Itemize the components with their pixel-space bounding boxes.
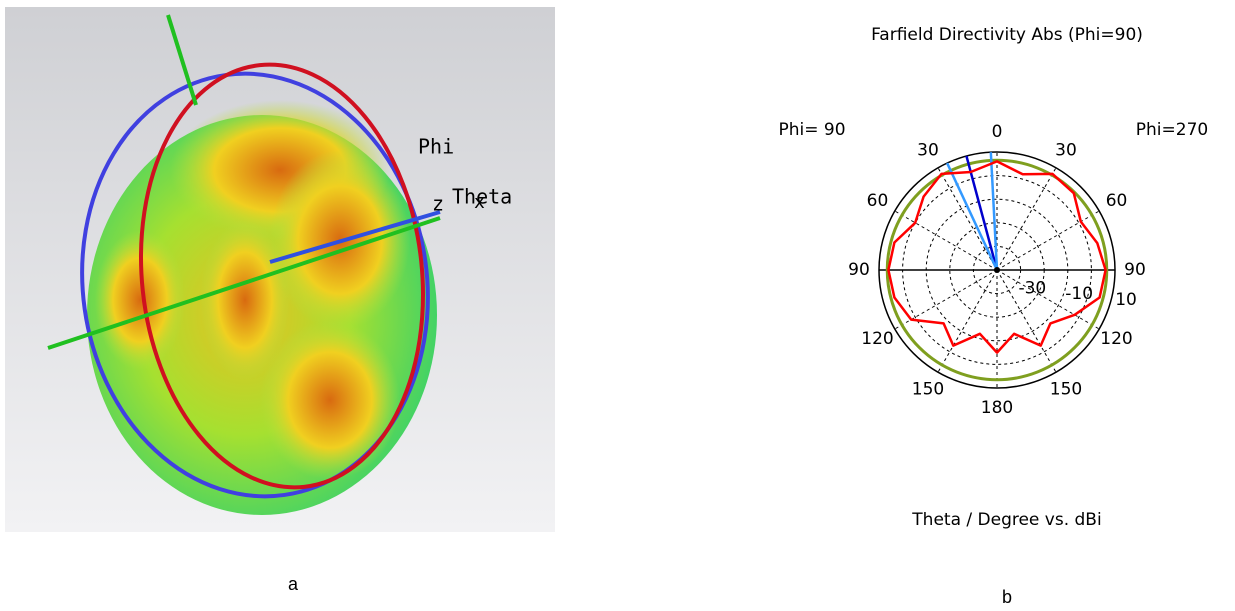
panel-a: Phi Theta z x a	[5, 7, 555, 594]
axis-line	[47, 216, 441, 350]
angle-tick-label: 30	[917, 140, 939, 160]
angle-tick-label: 30	[1055, 140, 1077, 160]
r-tick-label: -30	[1018, 278, 1046, 298]
angle-tick-label: 150	[1050, 380, 1082, 400]
pattern-curve	[887, 160, 1107, 354]
caption: b	[1002, 587, 1012, 607]
r-tick-label: 10	[1115, 290, 1137, 310]
angle-tick-label: 60	[867, 191, 889, 211]
angle-tick-label: 180	[981, 398, 1013, 418]
angle-tick-label: 90	[1124, 260, 1146, 280]
axis-label: z	[432, 192, 444, 216]
angle-grid	[894, 210, 998, 271]
angle-tick-label: 120	[861, 329, 893, 349]
angle-grid	[937, 167, 998, 271]
angle-tick-label: 60	[1106, 191, 1128, 211]
axis-line	[166, 14, 198, 106]
beam-line	[945, 162, 999, 271]
angle-tick-label: 120	[1100, 329, 1132, 349]
panel-b: Farfield Directivity Abs (Phi=90) Phi= 9…	[778, 25, 1208, 607]
angle-tick-label: 90	[848, 260, 870, 280]
r-tick-label: -10	[1065, 284, 1093, 304]
axis-line	[269, 210, 441, 264]
angle-grid	[996, 269, 1100, 330]
axis-label: Phi	[418, 135, 454, 159]
pattern-lobe	[260, 320, 400, 480]
pattern-lobe	[200, 220, 290, 380]
axis-label: Theta	[452, 185, 512, 209]
angle-grid	[937, 269, 998, 373]
beam-line	[989, 152, 999, 271]
side-label: Phi= 90	[778, 120, 845, 140]
caption: a	[288, 574, 299, 594]
x-axis-label: Theta / Degree vs. dBi	[911, 510, 1101, 530]
pattern-lobe	[95, 230, 185, 370]
angle-tick-label: 150	[912, 380, 944, 400]
beam-line	[965, 155, 999, 271]
angle-grid	[996, 269, 1057, 373]
axis-label: x	[474, 192, 485, 213]
red-ring	[139, 62, 425, 490]
angle-grid	[996, 167, 1057, 271]
angle-tick-label: 0	[992, 122, 1003, 142]
chart-title: Farfield Directivity Abs (Phi=90)	[871, 25, 1143, 45]
angle-grid	[996, 210, 1100, 271]
center-dot	[994, 267, 1000, 273]
side-label: Phi=270	[1136, 120, 1208, 140]
